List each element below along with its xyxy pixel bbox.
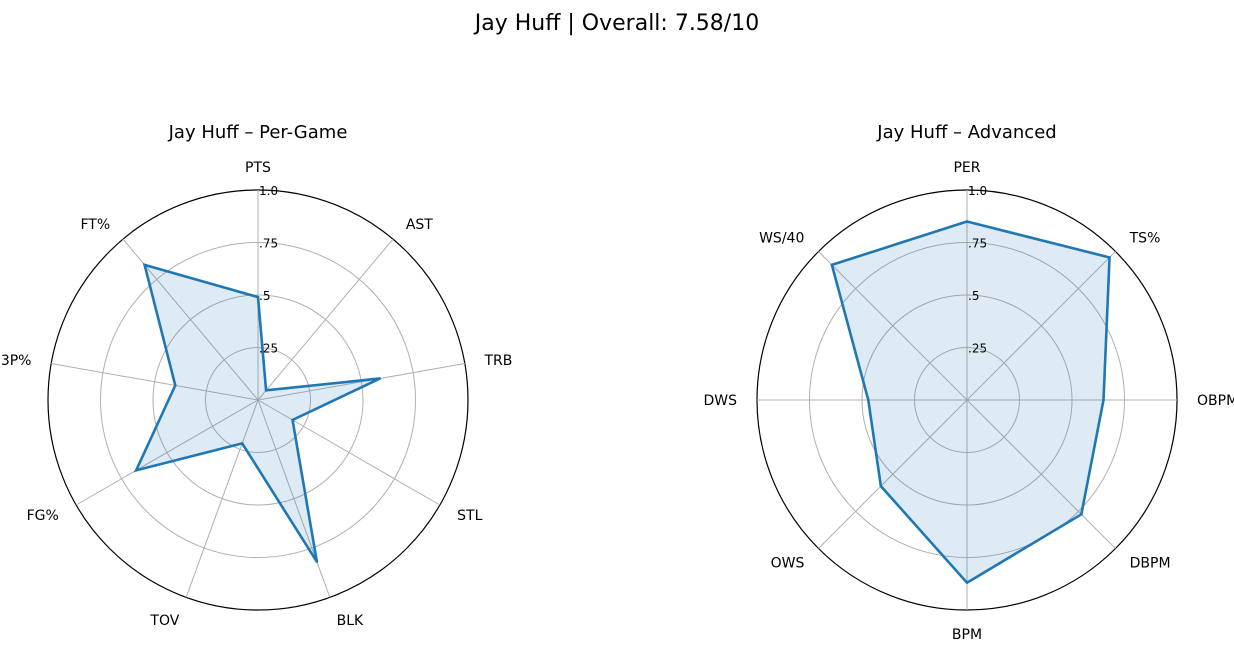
data-point (1080, 513, 1083, 516)
grid-spoke (257, 238, 394, 401)
grid-spoke (185, 399, 259, 598)
radial-tick-label: .25 (259, 342, 278, 356)
category-label: FG% (27, 508, 59, 524)
radial-tick-label: .75 (968, 237, 987, 251)
category-label: PTS (245, 160, 271, 176)
radial-tick-label: .5 (259, 289, 270, 303)
grid-spoke (75, 399, 259, 506)
data-point (879, 484, 883, 488)
grid-spoke (818, 251, 968, 401)
grid-spoke (966, 251, 1116, 401)
grid-spoke (818, 399, 968, 549)
grid-spoke (257, 363, 465, 401)
chart-title-advanced: Jay Huff – Advanced (876, 122, 1056, 143)
radial-tick-label: 1.0 (259, 184, 278, 198)
radial-tick-label: 1.0 (968, 184, 987, 198)
category-label: AST (406, 217, 433, 233)
chart-title-per-game: Jay Huff – Per-Game (168, 122, 348, 143)
category-label: TOV (149, 613, 179, 629)
figure-title: Jay Huff | Overall: 7.58/10 (473, 11, 759, 36)
grid-spoke (51, 363, 259, 401)
data-point (867, 398, 870, 402)
series-area-per-game (136, 264, 381, 562)
series-line-per-game (133, 263, 381, 563)
data-point (174, 384, 177, 387)
category-label: STL (457, 508, 482, 524)
radar-chart-per-game: Jay Huff – Per-Game .25 .5 .75 1.0 PTS AST TRB… (1, 122, 513, 629)
category-label: OWS (771, 556, 805, 572)
radial-tick-label: .25 (968, 342, 987, 356)
radial-tick-label: .5 (968, 289, 979, 303)
category-label: PER (953, 160, 980, 176)
data-point (264, 389, 268, 392)
grid-spoke (257, 399, 331, 598)
data-point (143, 263, 146, 267)
category-label: DWS (703, 393, 737, 409)
category-label: DBPM (1130, 556, 1171, 572)
radial-tick-label: .75 (259, 237, 278, 251)
category-label: WS/40 (759, 230, 804, 246)
data-point (965, 581, 969, 584)
data-point (315, 560, 319, 564)
category-label: 3P% (1, 353, 32, 369)
series-area-advanced (831, 221, 1110, 583)
category-label: OBPM (1197, 393, 1234, 409)
data-point (965, 220, 969, 223)
grid-spoke (257, 399, 441, 506)
data-point (291, 418, 294, 422)
data-point (240, 442, 244, 445)
category-label: BPM (952, 627, 982, 643)
category-label: TS% (1129, 230, 1161, 246)
data-point (1108, 256, 1111, 259)
category-label: BLK (337, 613, 364, 629)
data-point (134, 469, 138, 472)
data-point (378, 377, 382, 380)
category-label: FT% (80, 217, 110, 233)
grid-spoke (966, 399, 1116, 549)
data-point (256, 295, 260, 299)
radar-chart-advanced: Jay Huff – Advanced .25 .5 .75 1.0 PER TS% OBP… (703, 122, 1234, 643)
data-point (1102, 398, 1105, 402)
category-label: TRB (484, 353, 513, 369)
data-point (830, 263, 834, 267)
